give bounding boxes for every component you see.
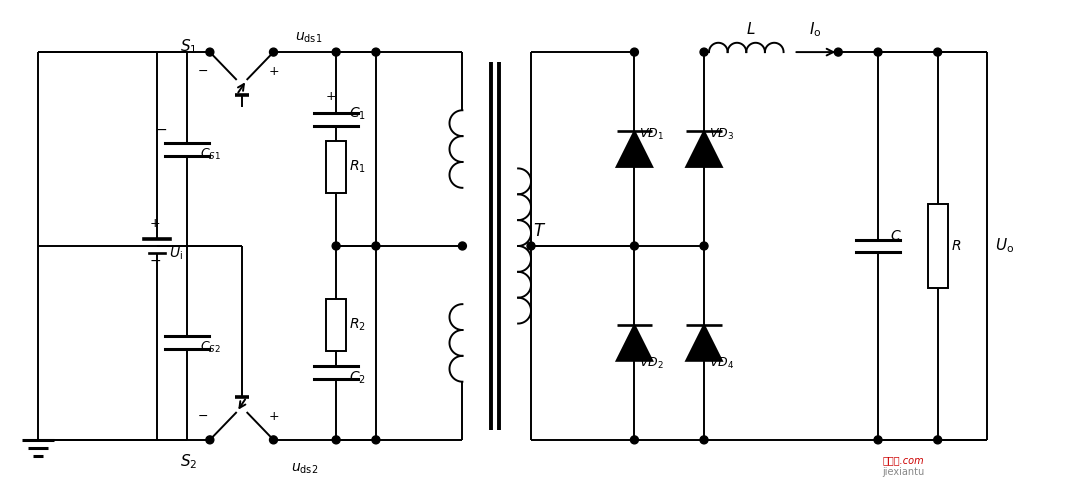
Circle shape [933, 436, 942, 444]
Circle shape [206, 436, 214, 444]
Circle shape [630, 436, 639, 444]
Circle shape [269, 48, 278, 56]
Bar [326, 299, 346, 351]
Text: $VD_2$: $VD_2$ [640, 356, 664, 371]
Text: −: − [198, 410, 208, 423]
Polygon shape [616, 325, 653, 361]
Text: $C_2$: $C_2$ [349, 369, 366, 386]
Circle shape [874, 436, 882, 444]
Text: $S_1$: $S_1$ [180, 38, 198, 56]
Text: $C_1$: $C_1$ [349, 106, 366, 122]
Text: $C_{S1}$: $C_{S1}$ [200, 146, 221, 161]
Bar [326, 141, 346, 193]
Text: −: − [198, 65, 208, 78]
Text: $L$: $L$ [745, 21, 755, 37]
Text: $R$: $R$ [951, 239, 961, 253]
Text: +: + [326, 90, 336, 104]
Circle shape [332, 242, 340, 250]
Text: $U_\mathrm{o}$: $U_\mathrm{o}$ [995, 237, 1015, 255]
Text: $C$: $C$ [890, 229, 901, 243]
Circle shape [700, 242, 708, 250]
Text: +: + [150, 217, 160, 230]
Text: jiexiantu: jiexiantu [882, 467, 924, 477]
Circle shape [700, 436, 708, 444]
Circle shape [372, 436, 380, 444]
Text: $C_{S2}$: $C_{S2}$ [200, 340, 221, 355]
Text: −: − [150, 254, 161, 268]
Circle shape [834, 48, 843, 56]
Circle shape [933, 48, 942, 56]
Text: +: + [268, 410, 279, 423]
Text: $VD_1$: $VD_1$ [640, 127, 664, 142]
Text: $I_\mathrm{o}$: $I_\mathrm{o}$ [810, 20, 821, 39]
Text: +: + [268, 65, 279, 78]
Circle shape [372, 48, 380, 56]
Circle shape [630, 242, 639, 250]
Text: $U_\mathrm{i}$: $U_\mathrm{i}$ [169, 246, 183, 262]
Text: $T$: $T$ [533, 222, 546, 240]
Text: $u_{\rm ds2}$: $u_{\rm ds2}$ [292, 462, 318, 476]
Circle shape [458, 242, 467, 250]
Text: $VD_3$: $VD_3$ [709, 127, 734, 142]
Text: $VD_4$: $VD_4$ [709, 356, 734, 371]
Polygon shape [686, 131, 722, 167]
Polygon shape [686, 325, 722, 361]
Circle shape [269, 436, 278, 444]
Circle shape [700, 48, 708, 56]
Text: $u_{\rm ds1}$: $u_{\rm ds1}$ [296, 30, 323, 45]
Circle shape [332, 48, 340, 56]
Circle shape [372, 242, 380, 250]
Circle shape [630, 48, 639, 56]
Text: $S_2$: $S_2$ [180, 452, 198, 471]
Circle shape [332, 436, 340, 444]
Text: 接线图.com: 接线图.com [882, 455, 924, 465]
Text: $R_2$: $R_2$ [349, 317, 366, 333]
Text: $R_1$: $R_1$ [349, 159, 366, 175]
Bar [928, 204, 947, 288]
Text: −: − [155, 123, 167, 137]
Circle shape [874, 48, 882, 56]
Circle shape [206, 48, 214, 56]
Circle shape [527, 242, 535, 250]
Polygon shape [616, 131, 653, 167]
